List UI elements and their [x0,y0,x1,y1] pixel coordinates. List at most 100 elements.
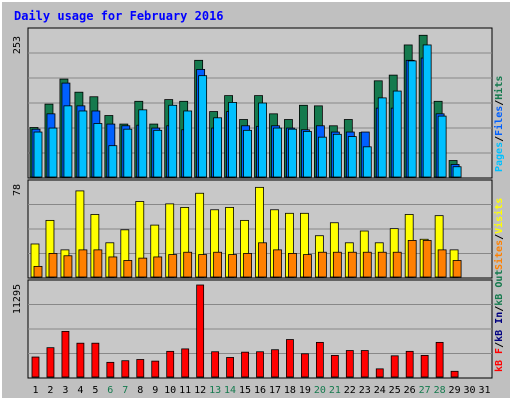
kbf-bar [360,350,369,378]
day-label: 21 [329,385,341,396]
sites-bar [332,251,342,278]
legend-separator: / [494,100,505,106]
chart-title: Daily usage for February 2016 [14,9,224,23]
sites-bar [407,240,417,278]
pages-bar [153,129,163,178]
pages-bar [213,117,223,178]
kbf-bar [91,342,100,378]
legend-files: Files [493,106,505,136]
pages-bar [273,127,282,178]
pages-bar [63,105,73,178]
sites-bar [198,254,208,278]
sites-bar [392,251,402,278]
pages-bar [392,90,402,178]
pages-bar [183,110,193,178]
pages-bar [437,115,447,178]
panel-bottom-legend: kB F/kB In/kB Out [494,270,505,372]
day-label: 11 [179,385,191,396]
panel-middle-ymax-label: 78 [12,184,23,196]
sites-bar [303,254,312,278]
pages-bar [93,123,103,178]
sites-bar [213,251,223,278]
sites-bar [123,260,133,278]
pages-bar [332,133,342,178]
day-label: 20 [314,385,326,396]
pages-bar [288,128,297,178]
kbf-bar [241,351,249,378]
day-label: 19 [299,385,311,396]
panel-top-bars [29,34,462,178]
pages-bar [347,136,357,178]
day-label: 1 [32,385,38,396]
kbf-bar [271,349,279,378]
day-label: 5 [92,385,98,396]
kbf-bar [286,339,294,378]
kbf-bar [301,353,309,378]
sites-bar [243,253,252,278]
pages-bar [317,136,327,178]
sites-bar [437,249,447,278]
kbf-bar [450,370,459,378]
legend-separator: / [494,306,505,312]
sites-bar [422,240,432,278]
x-axis-day-labels: 1 2 3 4 5 6 7 8 9 10 11 12 13 14 15 16 17 18 19 20 21 22 23 24 2… [32,385,490,396]
legend-kb-f: kB F [494,348,505,372]
day-label: 9 [152,385,158,396]
legend-sites: Sites [493,240,505,270]
kbf-bar [196,284,205,378]
day-label: 27 [419,385,431,396]
sites-bar [168,254,178,278]
sites-bar [183,251,193,278]
day-label: 15 [239,385,251,396]
kbf-bar [330,355,339,378]
day-label: 25 [389,385,401,396]
pages-bar [198,75,208,178]
pages-bar [168,104,178,178]
panel-top-legend: Pages/Files/Hits [493,76,505,172]
kbf-bar [106,361,115,378]
kbf-bar [166,350,175,378]
pages-bar [33,131,43,178]
day-label: 4 [77,385,83,396]
legend-kb-in: kB In [494,312,505,342]
pages-bar [362,146,372,178]
day-label: 22 [344,385,356,396]
sites-bar [48,253,58,278]
sites-bar [288,253,297,278]
pages-bar [78,110,88,178]
usage-chart-frame: Daily usage for February 2016 253 Pages/… [2,2,510,398]
pages-bar [228,102,237,178]
sites-bar [153,256,163,278]
pages-bar [377,97,387,178]
kbf-bar [121,360,130,378]
day-label: 13 [209,385,221,396]
kbf-bar [256,351,264,378]
kbf-bar [435,341,444,378]
kbf-bar [31,356,40,378]
kbf-bar [390,355,399,378]
kbf-bar [181,348,190,378]
sites-bar [63,255,73,278]
sites-bar [362,251,372,278]
sites-bar [452,260,462,278]
day-label: 10 [164,385,176,396]
sites-bar [93,249,103,278]
day-label: 18 [284,385,296,396]
panel-bottom-bars [31,284,459,378]
sites-bar [108,256,118,278]
pages-bar [452,166,462,178]
legend-separator: / [494,136,505,142]
day-label: 12 [194,385,206,396]
day-label: 31 [478,385,490,396]
sites-bar [377,251,387,278]
kbf-bar [375,368,384,378]
kbf-bar [136,359,145,378]
legend-hits: Hits [493,76,505,100]
kbf-bar [61,330,70,378]
kbf-bar [151,360,160,378]
day-label: 17 [269,385,281,396]
kbf-bar [315,341,324,378]
day-label: 30 [464,385,476,396]
kbf-bar [226,357,234,378]
legend-separator: / [494,342,505,348]
